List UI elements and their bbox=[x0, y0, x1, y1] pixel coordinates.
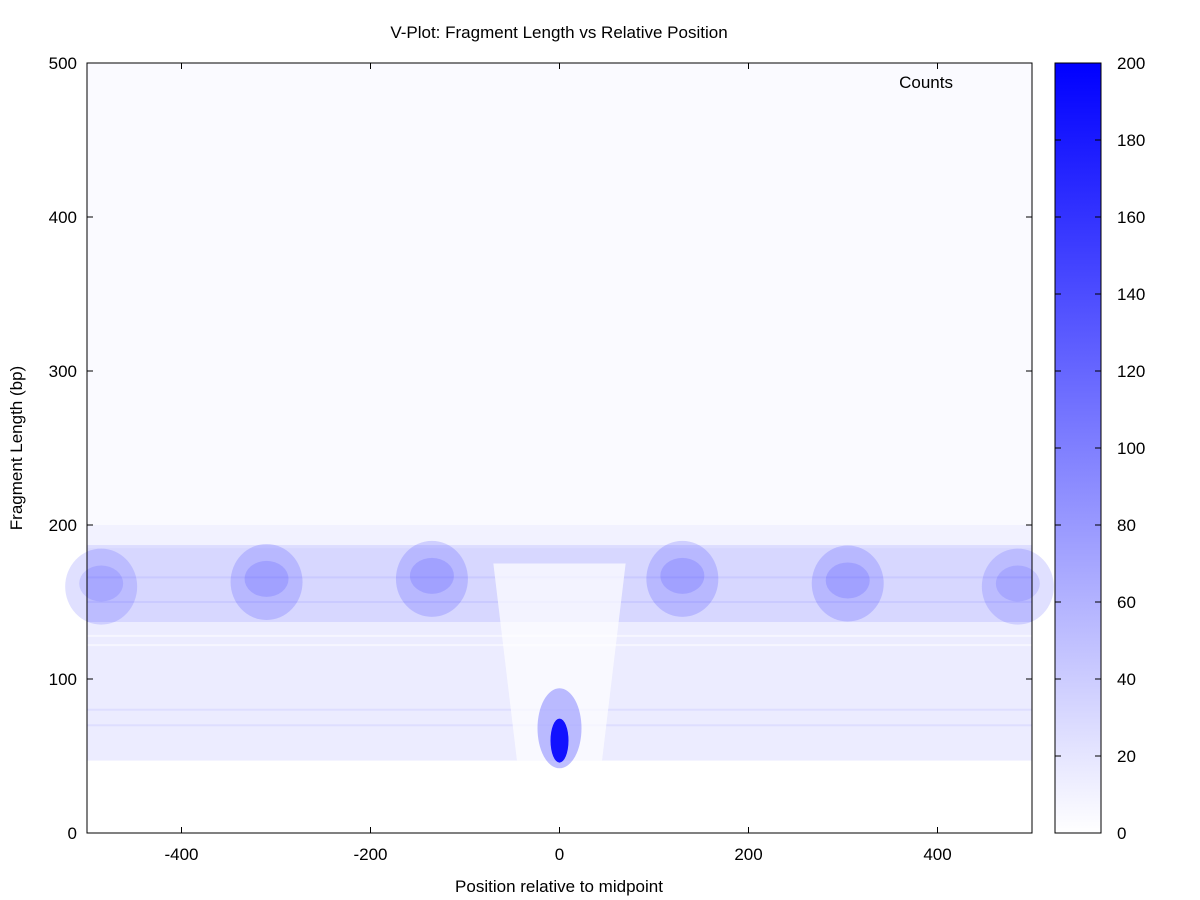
nucleosome-peak bbox=[811, 545, 884, 622]
x-axis: -400 -200 0 200 400 bbox=[164, 63, 952, 864]
heatmap-layer bbox=[65, 63, 1054, 769]
nucleosome-peak-core bbox=[244, 560, 289, 597]
nucleosome-peak bbox=[646, 540, 719, 617]
y-tick-label: 500 bbox=[49, 54, 77, 73]
colorbar-tick-label: 20 bbox=[1117, 747, 1136, 766]
y-tick-label: 100 bbox=[49, 670, 77, 689]
nucleosome-peak-core bbox=[995, 565, 1040, 602]
legend-counts-label: Counts bbox=[899, 73, 953, 92]
nucleosome-peak-core bbox=[825, 562, 870, 599]
y-tick-label: 300 bbox=[49, 362, 77, 381]
x-axis-label: Position relative to midpoint bbox=[455, 877, 663, 896]
v-wedge bbox=[493, 563, 626, 761]
x-tick-label: 400 bbox=[923, 845, 951, 864]
central-peak bbox=[550, 718, 569, 763]
y-tick-label: 0 bbox=[68, 824, 77, 843]
colorbar-tick-label: 0 bbox=[1117, 824, 1126, 843]
colorbar-tick-label: 200 bbox=[1117, 54, 1145, 73]
y-tick-label: 200 bbox=[49, 516, 77, 535]
nucleosome-peak bbox=[395, 540, 468, 617]
y-axis-label: Fragment Length (bp) bbox=[7, 366, 26, 530]
colorbar-tick-label: 40 bbox=[1117, 670, 1136, 689]
nucleosome-peak-core bbox=[660, 557, 705, 594]
colorbar-tick-label: 160 bbox=[1117, 208, 1145, 227]
colorbar-tick-label: 140 bbox=[1117, 285, 1145, 304]
colorbar bbox=[1054, 62, 1102, 834]
chart-title: V-Plot: Fragment Length vs Relative Posi… bbox=[390, 23, 727, 42]
colorbar-tick-label: 100 bbox=[1117, 439, 1145, 458]
colorbar-tick-label: 80 bbox=[1117, 516, 1136, 535]
colorbar-tick-label: 60 bbox=[1117, 593, 1136, 612]
colorbar-tick-label: 180 bbox=[1117, 131, 1145, 150]
nucleosome-peak-core bbox=[409, 557, 454, 594]
nucleosome-peak bbox=[65, 548, 138, 625]
x-tick-label: -200 bbox=[353, 845, 387, 864]
colorbar-tick-label: 120 bbox=[1117, 362, 1145, 381]
x-tick-label: 200 bbox=[734, 845, 762, 864]
colorbar-axis: 0 20 40 60 80 100 120 140 160 180 200 bbox=[1055, 54, 1145, 843]
nucleosome-peak bbox=[981, 548, 1054, 625]
y-axis: 0 100 200 300 400 500 bbox=[49, 54, 1032, 843]
y-tick-label: 400 bbox=[49, 208, 77, 227]
band-fade bbox=[87, 525, 1032, 549]
nucleosome-peak-core bbox=[79, 565, 124, 602]
background-haze bbox=[87, 63, 1032, 525]
nucleosome-peak bbox=[230, 543, 303, 620]
x-tick-label: -400 bbox=[164, 845, 198, 864]
x-tick-label: 0 bbox=[555, 845, 564, 864]
